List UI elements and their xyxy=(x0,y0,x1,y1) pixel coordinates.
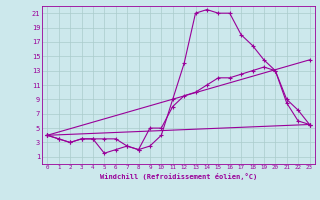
X-axis label: Windchill (Refroidissement éolien,°C): Windchill (Refroidissement éolien,°C) xyxy=(100,173,257,180)
